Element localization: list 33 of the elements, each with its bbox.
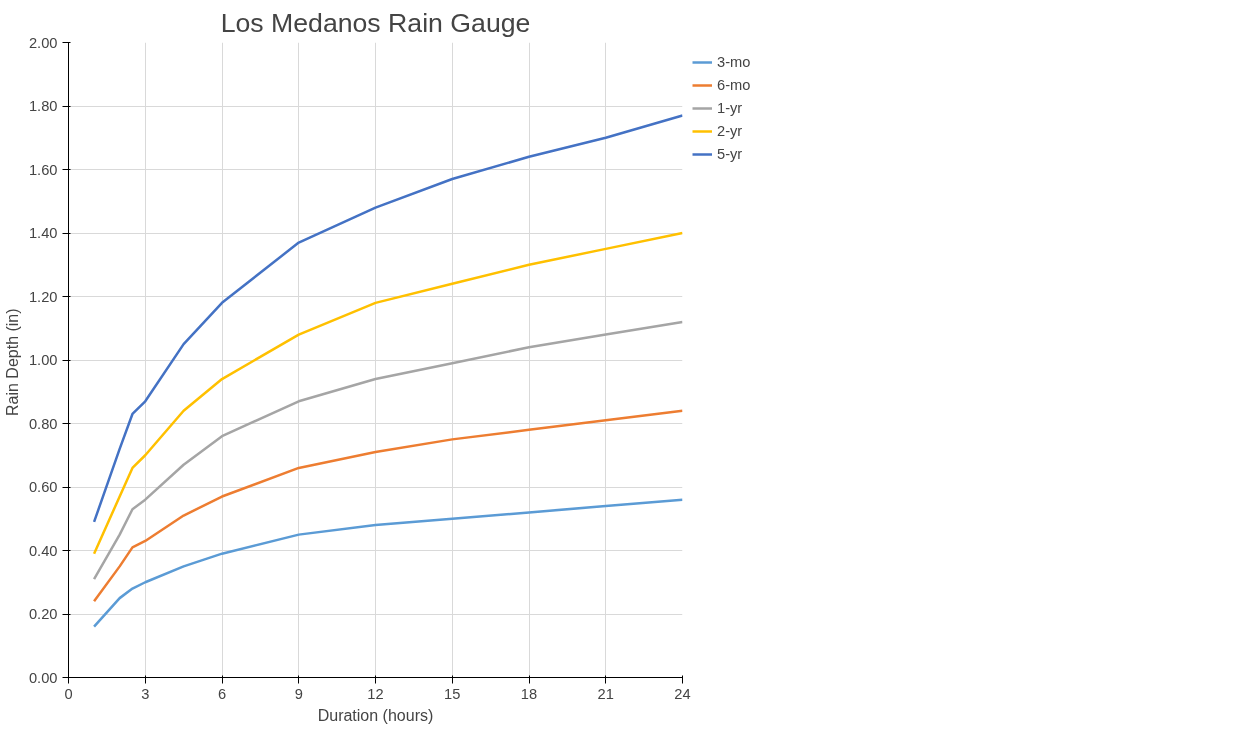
x-tick-label: 18	[520, 685, 538, 702]
y-tick-label: 1.60	[28, 161, 58, 178]
y-tick-label: 0.40	[28, 542, 58, 559]
chart-title: Los Medanos Rain Gauge	[220, 7, 531, 38]
x-tick-label: 6	[217, 685, 227, 702]
x-tick-label: 21	[597, 685, 614, 702]
y-tick-label: 0.60	[28, 479, 58, 495]
y-axis-title: Rain Depth (in)	[3, 308, 21, 417]
line-series	[92, 320, 683, 581]
line-series	[92, 114, 683, 524]
legend-label: 5-yr	[717, 146, 743, 162]
line-series	[92, 498, 683, 628]
x-tick-label: 24	[674, 685, 691, 702]
y-tick-label: 1.00	[28, 352, 58, 368]
x-tick-label: 0	[64, 685, 73, 702]
x-tick-label: 12	[367, 685, 384, 702]
legend-label: 3-mo	[717, 54, 751, 70]
y-tick-label: 0.20	[28, 606, 58, 622]
legend-label: 6-mo	[717, 77, 751, 93]
y-tick-label: 2.00	[28, 34, 58, 51]
x-tick-label: 9	[294, 685, 303, 702]
x-axis-title: Duration (hours)	[317, 706, 434, 724]
x-tick-label: 15	[444, 685, 461, 702]
y-tick-label: 1.40	[28, 225, 58, 241]
line-series	[92, 409, 683, 603]
y-tick-label: 0.80	[28, 415, 58, 432]
y-tick-label: 0.00	[28, 669, 58, 686]
legend-label: 2-yr	[717, 123, 743, 139]
legend-label: 1-yr	[717, 100, 743, 116]
y-tick-label: 1.20	[28, 288, 58, 305]
line-series	[92, 231, 683, 555]
x-tick-label: 3	[141, 685, 150, 702]
y-tick-label: 1.80	[28, 98, 58, 114]
